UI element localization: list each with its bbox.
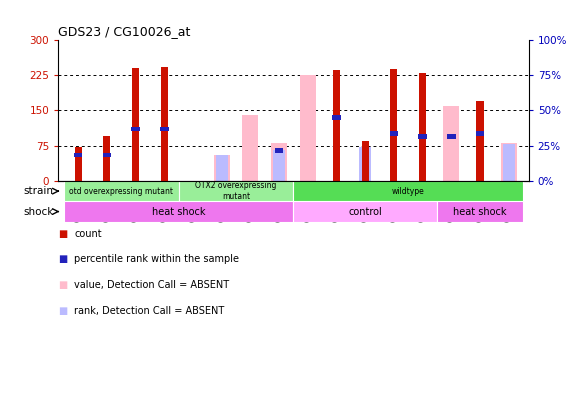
Bar (103, 136, 110, 181)
Bar (64, 181, 178, 201)
Bar (476, 101, 483, 181)
Text: control: control (348, 207, 382, 217)
Text: strain: strain (24, 186, 54, 196)
Bar (178, 181, 293, 201)
Bar (501, 143, 517, 181)
Bar (390, 69, 397, 181)
Bar (300, 75, 315, 181)
Bar (103, 153, 111, 157)
Bar (332, 115, 340, 120)
Bar (437, 201, 523, 222)
Text: GDS23 / CG10026_at: GDS23 / CG10026_at (58, 25, 191, 38)
Bar (64, 201, 293, 222)
Text: count: count (74, 228, 102, 239)
Bar (160, 127, 168, 131)
Text: ■: ■ (58, 306, 67, 316)
Bar (447, 134, 456, 139)
Text: ■: ■ (58, 254, 67, 265)
Bar (419, 72, 426, 181)
Bar (132, 68, 139, 181)
Bar (443, 106, 459, 181)
Bar (418, 134, 427, 139)
Bar (271, 143, 287, 181)
Bar (361, 141, 369, 181)
Text: ■: ■ (58, 280, 67, 290)
Bar (359, 147, 371, 181)
Bar (214, 155, 229, 181)
Bar (216, 155, 228, 181)
Text: rank, Detection Call = ABSENT: rank, Detection Call = ABSENT (74, 306, 225, 316)
Text: otd overexpressing mutant: otd overexpressing mutant (69, 187, 173, 196)
Bar (131, 127, 140, 131)
Text: shock: shock (23, 207, 54, 217)
Bar (273, 150, 285, 181)
Bar (242, 115, 258, 181)
Text: wildtype: wildtype (392, 187, 425, 196)
Text: heat shock: heat shock (152, 207, 205, 217)
Bar (333, 70, 340, 181)
Bar (275, 148, 284, 153)
Bar (293, 201, 437, 222)
Text: heat shock: heat shock (453, 207, 507, 217)
Text: OTX2 overexpressing
mutant: OTX2 overexpressing mutant (195, 181, 277, 201)
Bar (476, 131, 484, 136)
Bar (74, 147, 82, 181)
Bar (503, 144, 515, 181)
Bar (161, 67, 168, 181)
Bar (389, 131, 398, 136)
Text: percentile rank within the sample: percentile rank within the sample (74, 254, 239, 265)
Bar (293, 181, 523, 201)
Text: value, Detection Call = ABSENT: value, Detection Call = ABSENT (74, 280, 229, 290)
Bar (74, 153, 83, 157)
Text: ■: ■ (58, 228, 67, 239)
